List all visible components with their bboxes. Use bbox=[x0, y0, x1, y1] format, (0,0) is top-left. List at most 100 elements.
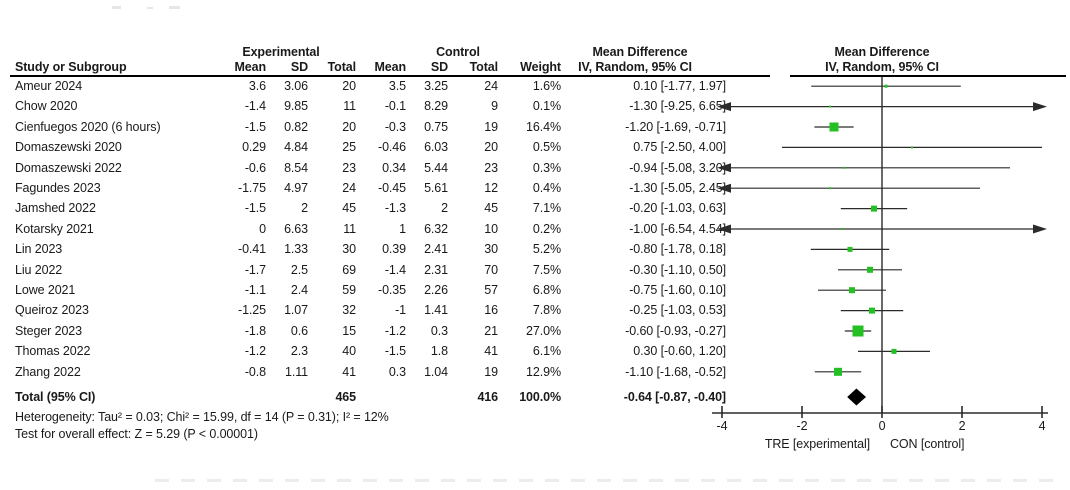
exp-total: 45 bbox=[342, 201, 356, 216]
exp-mean: -1.5 bbox=[244, 201, 266, 216]
total-weight: 100.0% bbox=[519, 390, 561, 404]
con-total: 16 bbox=[484, 303, 498, 318]
exp-sd: 2 bbox=[301, 201, 308, 216]
experimental-group-header: Experimental bbox=[242, 45, 320, 59]
ci-text: -0.25 [-1.03, 0.53] bbox=[629, 303, 726, 318]
exp-mean: -1.2 bbox=[244, 344, 266, 359]
mean-difference-text-header: Mean Difference bbox=[592, 45, 688, 59]
con-total: 21 bbox=[484, 323, 498, 338]
con-total: 20 bbox=[484, 140, 498, 155]
cropped-caption-artifact bbox=[155, 479, 1055, 482]
con-total: 23 bbox=[484, 160, 498, 175]
exp-total-column-header: Total bbox=[327, 60, 357, 74]
ci-text: -1.00 [-6.54, 4.54] bbox=[629, 221, 726, 236]
study-name: Ameur 2024 bbox=[15, 79, 83, 93]
exp-mean: -1.8 bbox=[244, 323, 266, 338]
cropped-text-artifact bbox=[147, 7, 153, 9]
con-mean: -0.1 bbox=[384, 99, 406, 114]
study-row: Steger 2023 -1.8 0.6 15 -1.2 0.3 21 27.0% -0.60 … bbox=[0, 321, 1070, 341]
con-mean-column-header: Mean bbox=[374, 60, 406, 74]
overall-effect-stats: Test for overall effect: Z = 5.29 (P < 0… bbox=[15, 427, 258, 441]
study-row: Cienfuegos 2020 (6 hours) -1.5 0.82 20 -0.3 0… bbox=[0, 117, 1070, 137]
exp-total: 25 bbox=[342, 140, 356, 155]
exp-total: 69 bbox=[342, 262, 356, 277]
study-row: Fagundes 2023 -1.75 4.97 24 -0.45 5.61 12 0.4% -… bbox=[0, 178, 1070, 198]
exp-mean: -0.8 bbox=[244, 364, 266, 379]
con-total: 10 bbox=[484, 221, 498, 236]
con-mean: -0.45 bbox=[378, 181, 406, 195]
con-mean: -1 bbox=[395, 303, 406, 318]
exp-sd: 6.63 bbox=[284, 221, 308, 236]
exp-mean: -0.6 bbox=[244, 160, 266, 175]
svg-text:-4: -4 bbox=[717, 419, 728, 433]
con-mean: 0.39 bbox=[382, 242, 406, 257]
svg-text:CON [control]: CON [control] bbox=[890, 437, 964, 451]
exp-total: 15 bbox=[342, 323, 356, 338]
study-row: Liu 2022 -1.7 2.5 69 -1.4 2.31 70 7.5% -0.30 [-1… bbox=[0, 260, 1070, 280]
weight: 6.1% bbox=[532, 344, 561, 359]
total-con-n: 416 bbox=[477, 390, 498, 404]
heterogeneity-stats: Heterogeneity: Tau² = 0.03; Chi² = 15.99… bbox=[15, 410, 389, 424]
exp-total: 24 bbox=[342, 181, 356, 195]
exp-sd: 1.11 bbox=[284, 364, 308, 379]
con-sd: 3.25 bbox=[424, 79, 448, 93]
con-sd: 6.03 bbox=[424, 140, 448, 155]
table-header-rule bbox=[10, 75, 770, 77]
weight: 7.1% bbox=[532, 201, 561, 216]
exp-total: 20 bbox=[342, 119, 356, 134]
study-name: Chow 2020 bbox=[15, 99, 78, 114]
exp-total: 32 bbox=[342, 303, 356, 318]
con-sd: 5.61 bbox=[424, 181, 448, 195]
weight: 0.4% bbox=[532, 181, 561, 195]
con-total: 12 bbox=[484, 181, 498, 195]
exp-sd: 9.85 bbox=[284, 99, 308, 114]
ci-text: -1.20 [-1.69, -0.71] bbox=[625, 119, 726, 134]
ci-text: -1.30 [-9.25, 6.65] bbox=[629, 99, 726, 114]
exp-sd: 2.4 bbox=[290, 283, 308, 297]
con-mean: -0.3 bbox=[384, 119, 406, 134]
ci-text: -0.20 [-1.03, 0.63] bbox=[629, 201, 726, 216]
con-total: 70 bbox=[484, 262, 498, 277]
weight: 5.2% bbox=[532, 242, 561, 257]
weight: 27.0% bbox=[526, 323, 561, 338]
total-row: Total (95% CI) 465 416 100.0% -0.64 [-0.… bbox=[0, 387, 1070, 407]
weight: 16.4% bbox=[526, 119, 561, 134]
weight: 0.3% bbox=[532, 160, 561, 175]
con-sd: 2.31 bbox=[424, 262, 448, 277]
con-total: 9 bbox=[491, 99, 498, 114]
con-mean: 0.3 bbox=[388, 364, 406, 379]
con-total: 24 bbox=[484, 79, 498, 93]
weight: 12.9% bbox=[526, 364, 561, 379]
con-mean: -1.4 bbox=[384, 262, 406, 277]
exp-sd: 1.07 bbox=[284, 303, 308, 318]
exp-sd: 1.33 bbox=[284, 242, 308, 257]
exp-sd: 4.97 bbox=[284, 181, 308, 195]
exp-mean: 0.29 bbox=[242, 140, 266, 155]
exp-mean: -1.25 bbox=[238, 303, 266, 318]
con-total: 45 bbox=[484, 201, 498, 216]
study-row: Domaszewski 2022 -0.6 8.54 23 0.34 5.44 23 0.3%… bbox=[0, 158, 1070, 178]
ci-text: 0.75 [-2.50, 4.00] bbox=[633, 140, 726, 155]
plot-header-rule bbox=[790, 75, 1066, 77]
exp-sd: 3.06 bbox=[284, 79, 308, 93]
exp-sd: 4.84 bbox=[284, 140, 308, 155]
total-ci-text: -0.64 [-0.87, -0.40] bbox=[623, 390, 726, 404]
ci-text: -1.30 [-5.05, 2.45] bbox=[629, 181, 726, 195]
exp-total: 59 bbox=[342, 283, 356, 297]
iv-random-text-header: IV, Random, 95% CI bbox=[578, 60, 692, 74]
weight-column-header: Weight bbox=[520, 60, 561, 74]
con-mean: -0.46 bbox=[378, 140, 406, 155]
study-row: Zhang 2022 -0.8 1.11 41 0.3 1.04 19 12.9% -1.10 … bbox=[0, 362, 1070, 382]
exp-total: 40 bbox=[342, 344, 356, 359]
exp-total: 11 bbox=[343, 99, 356, 114]
con-total: 57 bbox=[484, 283, 498, 297]
con-total-column-header: Total bbox=[469, 60, 499, 74]
exp-sd: 0.82 bbox=[284, 119, 308, 134]
total-label: Total (95% CI) bbox=[15, 390, 96, 404]
ci-text: -1.10 [-1.68, -0.52] bbox=[625, 364, 726, 379]
exp-total: 41 bbox=[342, 364, 356, 379]
weight: 6.8% bbox=[532, 283, 561, 297]
study-row: Lin 2023 -0.41 1.33 30 0.39 2.41 30 5.2% -0.80 [… bbox=[0, 239, 1070, 259]
study-name: Queiroz 2023 bbox=[15, 303, 89, 318]
